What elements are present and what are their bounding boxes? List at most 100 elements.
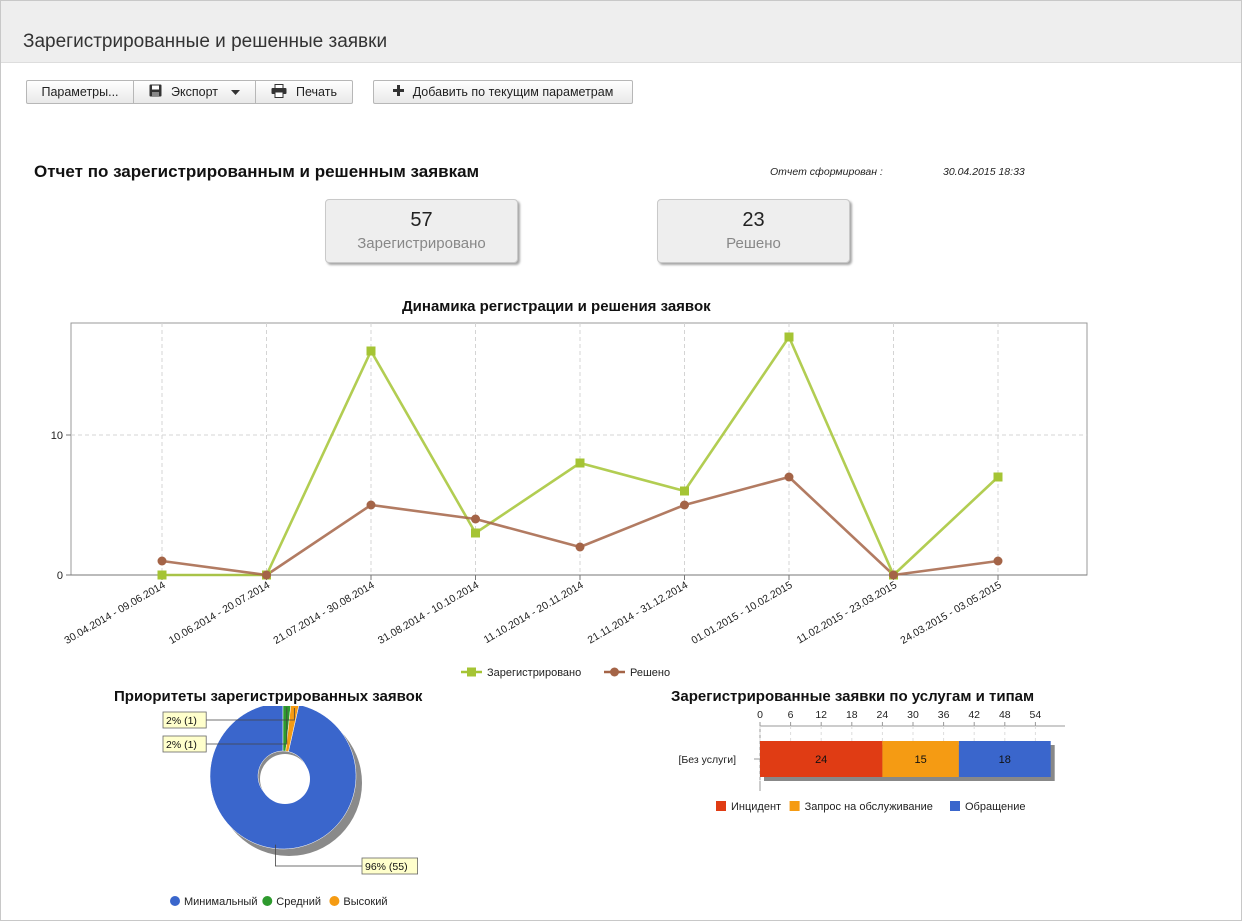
- data-point-square: [471, 528, 480, 538]
- chevron-down-icon: [230, 85, 240, 99]
- data-point-square: [575, 458, 585, 468]
- callout-label: 2% (1): [166, 715, 197, 727]
- data-point-square: [366, 346, 376, 356]
- bar-value-label: 15: [915, 754, 927, 766]
- callout-label: 2% (1): [166, 739, 197, 751]
- data-point-circle: [262, 570, 271, 580]
- y-tick-label: 10: [51, 430, 63, 442]
- legend-marker: [716, 801, 726, 811]
- data-point-circle: [157, 556, 167, 566]
- x-tick-label: 36: [938, 709, 950, 721]
- x-tick-label: 31.08.2014 - 10.10.2014: [376, 579, 481, 647]
- data-point-square: [993, 472, 1003, 482]
- data-point-circle: [680, 500, 689, 510]
- data-point-circle: [889, 570, 898, 580]
- x-tick-label: 18: [846, 709, 858, 721]
- x-tick-label: 42: [968, 709, 980, 721]
- registered-count: 57: [410, 209, 433, 231]
- title-bar: Зарегистрированные и решенные заявки: [1, 1, 1241, 63]
- bar-segment: [958, 741, 1051, 777]
- bar-segment: [760, 741, 883, 777]
- pie-chart-title: Приоритеты зарегистрированных заявок: [114, 688, 423, 705]
- legend-marker: [789, 801, 800, 811]
- page-title: Зарегистрированные и решенные заявки: [23, 31, 388, 52]
- pie-slice: [285, 706, 299, 752]
- legend-marker: [329, 896, 340, 906]
- x-tick-label: 24: [877, 709, 889, 721]
- resolved-label: Решено: [726, 235, 781, 252]
- data-point-circle: [471, 514, 480, 524]
- data-point-square: [157, 570, 167, 580]
- x-tick-label: 10.06.2014 - 20.07.2014: [167, 579, 272, 647]
- callout-line: [206, 707, 295, 721]
- pie-chart: 2% (1) 2% (1) 96% (55) Минимальный Средний Вы…: [162, 706, 418, 908]
- data-point-circle: [993, 556, 1003, 566]
- line-chart: 30.04.2014 - 09.06.2014 10.06.2014 - 20.0…: [51, 322, 1088, 679]
- x-tick-label: 11.02.2015 - 23.03.2015: [795, 579, 900, 646]
- x-tick-label: 21.07.2014 - 30.08.2014: [271, 579, 376, 647]
- report-title: Отчет по зарегистрированным и решенным з…: [34, 162, 480, 181]
- registered-label: Зарегистрировано: [357, 235, 486, 252]
- export-button-label: Экспорт: [171, 85, 218, 99]
- bar-chart-title: Зарегистрированные заявки по услугам и т…: [671, 688, 1035, 705]
- legend-label: Запрос на обслуживание: [805, 801, 933, 813]
- bar-segment: [882, 741, 959, 777]
- resolved-count: 23: [742, 209, 765, 231]
- report-generated-value: 30.04.2015 18:33: [943, 166, 1025, 178]
- legend-label: Обращение: [965, 801, 1025, 813]
- x-tick-label: 54: [1030, 709, 1042, 721]
- legend-marker: [262, 896, 273, 906]
- data-point-circle: [366, 500, 376, 510]
- data-point-circle: [575, 542, 585, 552]
- legend-label: Решено: [630, 667, 670, 679]
- params-button[interactable]: Параметры...: [27, 81, 134, 103]
- callout-box: [361, 857, 418, 875]
- x-tick-label: 11.10.2014 - 20.11.2014: [482, 579, 586, 646]
- category-label: [Без услуги]: [678, 754, 736, 766]
- legend-label: Минимальный: [184, 896, 257, 908]
- data-point-circle: [784, 472, 794, 482]
- legend-marker: [170, 896, 180, 906]
- printer-icon: [271, 83, 287, 101]
- save-icon: [149, 84, 162, 100]
- report-generated-label: Отчет сформирован :: [770, 166, 883, 178]
- export-button[interactable]: Экспорт: [134, 81, 256, 103]
- x-tick-label: 01.01.2015 - 10.02.2015: [689, 579, 794, 647]
- pie-hole: [260, 754, 310, 804]
- add-by-params-button[interactable]: Добавить по текущим параметрам: [373, 80, 633, 104]
- resolved-stat-card: 23 Решено: [657, 199, 850, 263]
- bar-value-label: 24: [815, 754, 827, 766]
- bar-value-label: 18: [999, 754, 1011, 766]
- params-button-label: Параметры...: [41, 85, 119, 99]
- callout-box: [162, 735, 207, 753]
- plot-area: [70, 322, 1088, 576]
- legend-marker: [950, 801, 960, 811]
- legend-label: Инцидент: [731, 801, 781, 813]
- callout-box: [162, 711, 207, 729]
- x-tick-label: 30.04.2014 - 09.06.2014: [62, 579, 167, 647]
- registered-stat-card: 57 Зарегистрировано: [325, 199, 518, 263]
- plus-icon: [392, 85, 404, 99]
- print-button[interactable]: Печать: [256, 81, 352, 103]
- x-tick-label: 0: [757, 709, 763, 721]
- x-tick-label: 12: [815, 709, 827, 721]
- add-button-label: Добавить по текущим параметрам: [412, 85, 614, 99]
- callout-label: 96% (55): [365, 861, 408, 873]
- x-tick-label: 30: [907, 709, 919, 721]
- toolbar-button-group: Параметры... Экспорт Печать: [26, 80, 353, 104]
- bar-chart: 0 6 12 18 24 30 36 42 48 54 [Без услуги] 24 15 18 Инци…: [678, 709, 1065, 813]
- callout-line: [206, 707, 288, 745]
- legend-label: Высокий: [343, 896, 387, 908]
- x-tick-label: 6: [788, 709, 794, 721]
- x-tick-label: 24.03.2015 - 03.05.2015: [898, 579, 1003, 647]
- print-button-label: Печать: [296, 85, 337, 99]
- data-point-square: [680, 486, 689, 496]
- legend-marker: [467, 667, 476, 677]
- line-chart-title: Динамика регистрации и решения заявок: [402, 298, 711, 315]
- y-tick-label: 0: [57, 570, 63, 582]
- x-tick-label: 21.11.2014 - 31.12.2014: [586, 579, 691, 646]
- legend-label: Зарегистрировано: [487, 667, 581, 679]
- legend-marker: [610, 667, 619, 677]
- legend-label: Средний: [276, 896, 321, 908]
- data-point-square: [784, 332, 794, 342]
